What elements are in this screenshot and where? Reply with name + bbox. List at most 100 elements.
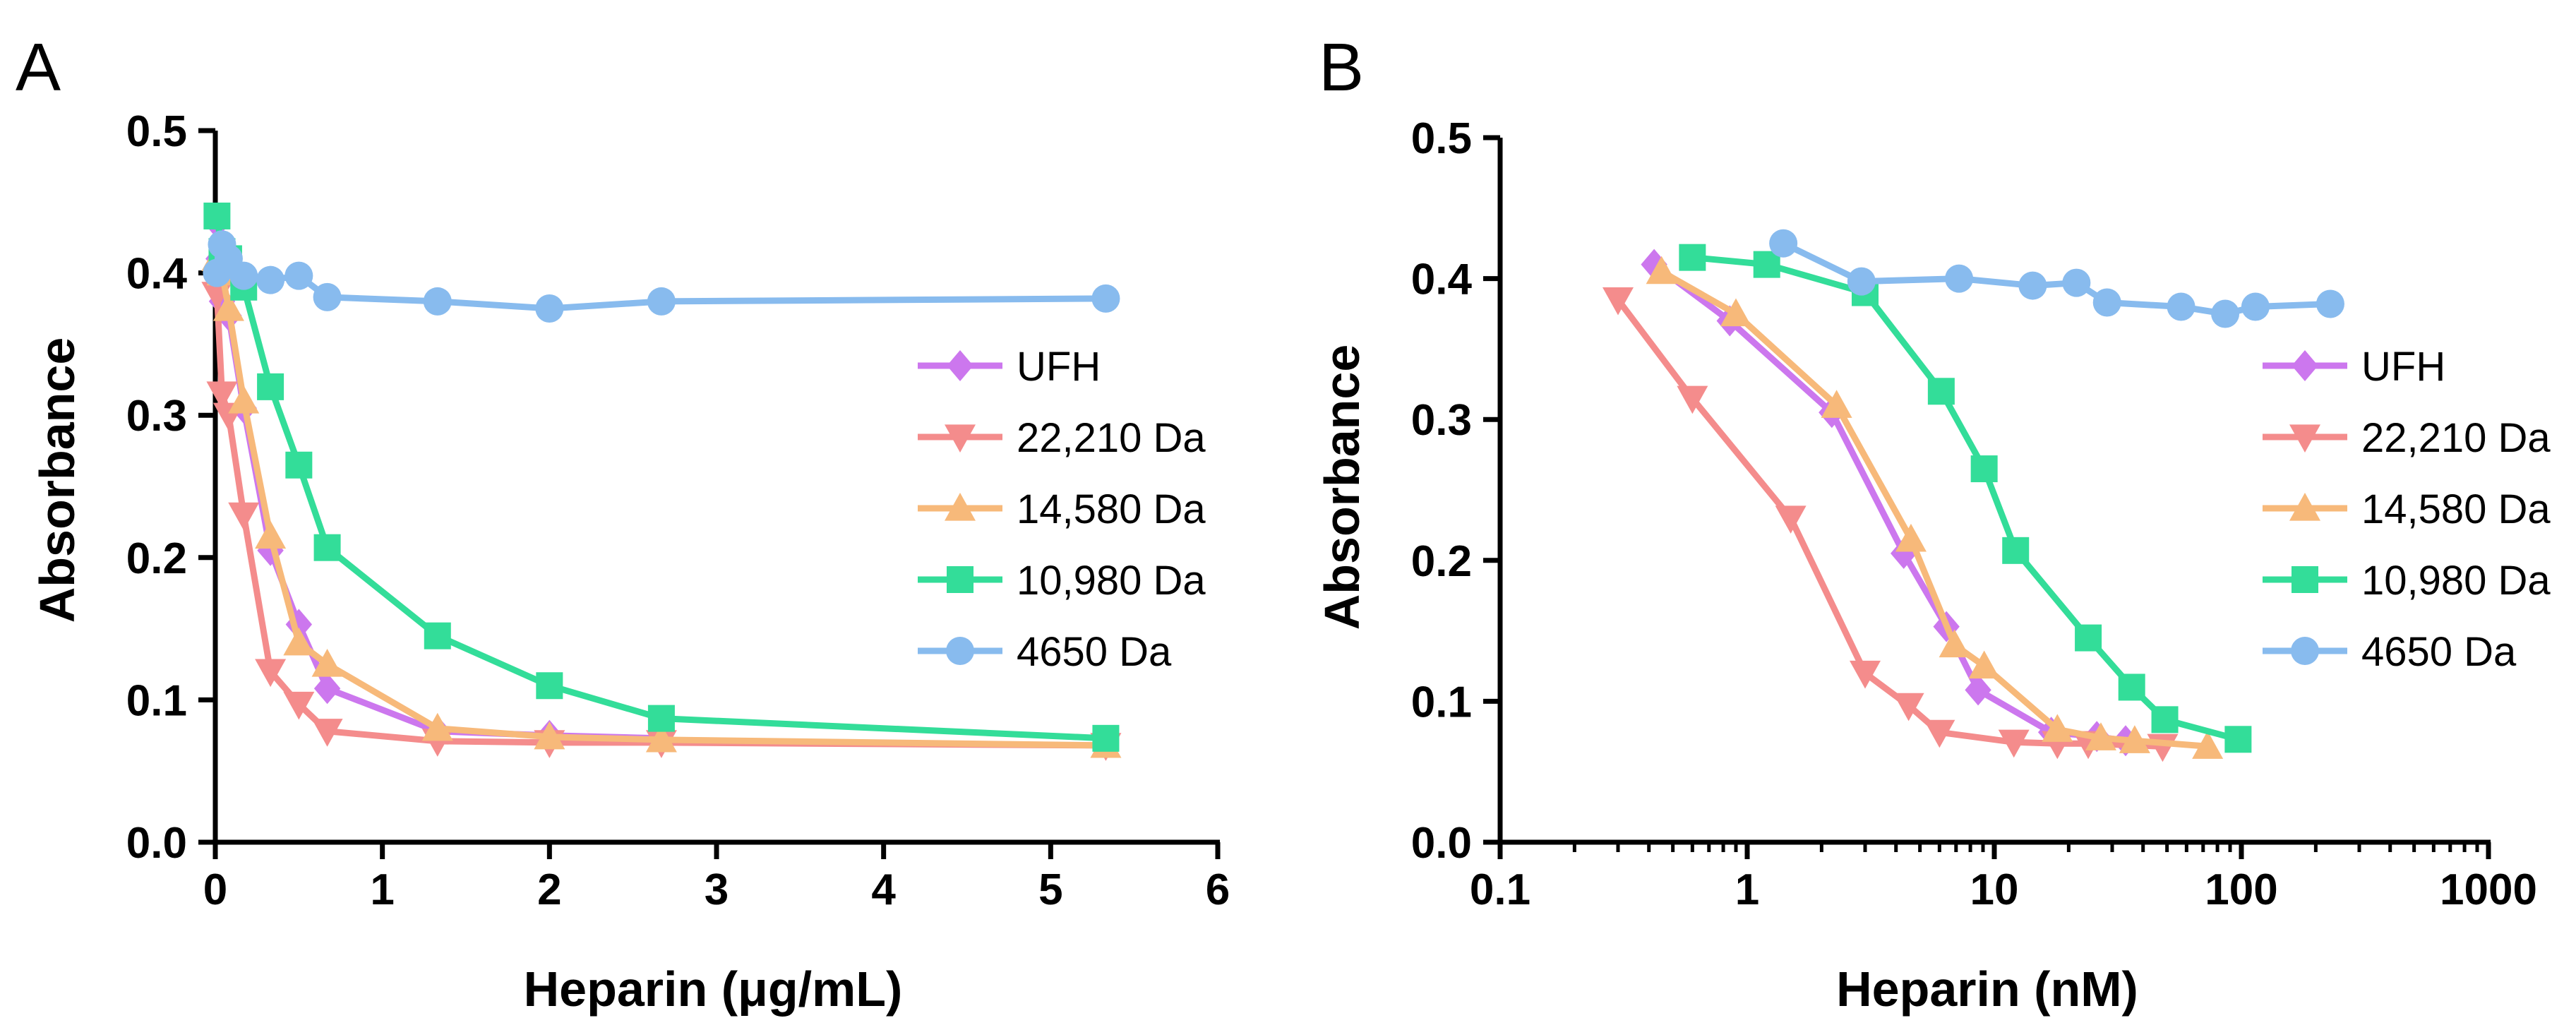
- panel-a-legend-marker-ufh: [947, 350, 974, 381]
- panel-b-y-tick-label: 0.1: [1411, 678, 1472, 726]
- panel-a-point-14-580-da: [311, 649, 343, 677]
- panel-a-point-14-580-da: [645, 724, 677, 753]
- panel-letter-b: B: [1319, 30, 1364, 105]
- panel-a-point-4650-da: [423, 287, 452, 316]
- panel-a-legend-item-4650-da: 4650 Da: [918, 629, 1172, 675]
- panel-b-point-22-210-da: [1775, 505, 1807, 534]
- panel-b-point-14-580-da: [2042, 714, 2073, 742]
- panel-b-point-14-580-da: [1720, 298, 1751, 327]
- panel-b-legend-item-10-980-da: 10,980 Da: [2263, 558, 2551, 604]
- panel-a-x-tick-label: 4: [871, 866, 896, 914]
- panel-a-point-10-980-da: [647, 705, 675, 732]
- panel-b-point-4650-da: [2211, 299, 2240, 328]
- panel-a-point-14-580-da: [255, 520, 287, 549]
- panel-b: B 0.00.10.20.30.40.50.1 1 10 100 1000 UFH22,…: [1314, 30, 2551, 1017]
- panel-b-x-tick-label: 100: [2205, 866, 2277, 914]
- panel-b-point-4650-da: [2018, 271, 2047, 300]
- panel-b-legend-item-22-210-da: 22,210 Da: [2263, 415, 2551, 461]
- panel-b-y-tick-label: 0.2: [1411, 537, 1472, 586]
- panel-b-point-22-210-da: [1602, 287, 1634, 316]
- panel-b-point-10-980-da: [1679, 244, 1706, 271]
- panel-a-point-10-980-da: [257, 373, 284, 400]
- panel-a-y-tick-label: 0.4: [126, 250, 188, 299]
- panel-b-y-tick-label: 0.3: [1411, 396, 1472, 445]
- panel-b-legend-label-22-210-da: 22,210 Da: [2361, 415, 2551, 461]
- panel-b-y-axis-title: Absorbance: [1314, 345, 1370, 630]
- panel-b-series-line-22-210-da: [1615, 297, 2163, 750]
- panel-b-point-14-580-da: [2119, 725, 2150, 753]
- panel-a-legend-label-4650-da: 4650 Da: [1017, 629, 1172, 675]
- panel-b-point-10-980-da: [2224, 726, 2252, 753]
- panel-letter-a: A: [16, 30, 61, 105]
- panel-b-point-22-210-da: [1677, 385, 1708, 414]
- panel-a-x-tick-label: 2: [537, 866, 561, 914]
- panel-b-point-14-580-da: [2085, 722, 2116, 750]
- panel-a-point-14-580-da: [283, 627, 315, 656]
- panel-b-x-tick-label: 0.1: [1470, 866, 1530, 914]
- panel-b-series-10-980-da: [1679, 244, 2252, 753]
- panel-a-x-tick-label: 3: [705, 866, 729, 914]
- panel-b-legend-marker-10-980-da: [2292, 566, 2318, 593]
- panel-a-series-line-14-580-da: [214, 257, 1106, 749]
- panel-b-legend-label-10-980-da: 10,980 Da: [2361, 558, 2551, 604]
- panel-a-point-4650-da: [313, 282, 342, 311]
- panel-b-legend-label-14-580-da: 14,580 Da: [2361, 486, 2551, 532]
- panel-a-point-4650-da: [647, 287, 676, 316]
- panel-b-x-axis-title: Heparin (nM): [1836, 962, 2138, 1017]
- panel-b-series-14-580-da: [1646, 256, 2224, 759]
- panel-a-point-4650-da: [535, 294, 564, 323]
- panel-a-point-10-980-da: [424, 622, 451, 649]
- panel-a-point-22-210-da: [255, 659, 287, 688]
- panel-b-point-14-580-da: [2192, 731, 2224, 759]
- panel-b-series: [1602, 229, 2344, 762]
- panel-a-point-22-210-da: [228, 502, 260, 531]
- panel-b-y-tick-label: 0.5: [1411, 114, 1472, 163]
- panel-a-point-14-580-da: [228, 385, 260, 414]
- panel-a-legend-item-ufh: UFH: [918, 344, 1101, 390]
- panel-b-point-10-980-da: [2075, 624, 2102, 652]
- panel-a-y-tick-label: 0.3: [126, 392, 187, 441]
- panel-a-point-4650-da: [1091, 284, 1120, 313]
- panel-a-legend-marker-10-980-da: [947, 566, 974, 593]
- panel-a-point-ufh: [313, 673, 341, 705]
- panel-b-series-line-4650-da: [1782, 240, 2331, 317]
- panel-a: A 0.0 0.1 0.2 0.3 0.4 0.5 0 1 2 3 4 5 6 UFH 22,210 Da…: [16, 30, 1230, 1017]
- panel-a-legend: UFH 22,210 Da 14,580 Da 10,980 Da 4650 Da: [918, 344, 1206, 675]
- panel-b-point-4650-da: [2092, 288, 2121, 317]
- panel-a-y-tick-label: 0.0: [126, 819, 187, 868]
- panel-b-legend-item-ufh: UFH: [2263, 344, 2445, 390]
- panel-b-legend-label-ufh: UFH: [2361, 344, 2445, 390]
- panel-a-legend-marker-22-210-da: [945, 424, 976, 453]
- panel-a-point-10-980-da: [203, 202, 231, 229]
- panel-b-legend-label-4650-da: 4650 Da: [2361, 629, 2517, 675]
- panel-a-point-22-210-da: [206, 381, 238, 409]
- panel-b-series-line-10-980-da: [1691, 254, 2239, 743]
- panel-b-point-10-980-da: [1753, 251, 1780, 278]
- panel-b-legend: UFH 22,210 Da 14,580 Da 10,980 Da 4650 Da: [2263, 344, 2551, 675]
- panel-a-point-10-980-da: [285, 451, 313, 479]
- panel-b-point-14-580-da: [1968, 650, 2000, 679]
- panel-a-x-axis-title: Heparin (μg/mL): [524, 962, 903, 1017]
- panel-a-point-14-580-da: [421, 712, 453, 741]
- panel-b-point-22-210-da: [1998, 729, 2030, 758]
- panel-b-legend-marker-ufh: [2292, 350, 2318, 381]
- panel-a-legend-label-14-580-da: 14,580 Da: [1017, 486, 1206, 532]
- panel-b-point-14-580-da: [1895, 523, 1927, 552]
- panel-b-point-ufh: [1965, 674, 1991, 706]
- panel-b-point-22-210-da: [1924, 719, 1955, 748]
- panel-a-legend-item-14-580-da: 14,580 Da: [918, 486, 1206, 532]
- panel-b-point-4650-da: [1945, 264, 1974, 293]
- panel-a-point-14-580-da: [212, 293, 244, 321]
- panel-b-x-tick-label: 1000: [2440, 866, 2537, 914]
- panel-b-point-4650-da: [1769, 229, 1798, 258]
- panel-a-y-tick-label: 0.2: [126, 534, 187, 583]
- panel-b-point-22-210-da: [1849, 660, 1881, 689]
- panel-a-point-10-980-da: [1092, 724, 1120, 752]
- panel-b-point-10-980-da: [2151, 706, 2179, 733]
- panel-b-point-4650-da: [2316, 289, 2344, 318]
- panel-a-point-10-980-da: [536, 672, 563, 700]
- panel-b-y-tick-label: 0.4: [1411, 256, 1473, 304]
- panel-b-point-4650-da: [2241, 292, 2270, 321]
- panel-b-point-22-210-da: [1893, 693, 1924, 721]
- panel-a-point-4650-da: [229, 261, 258, 290]
